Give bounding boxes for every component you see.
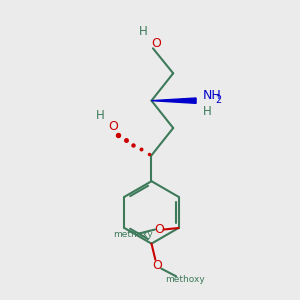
Text: methoxy: methoxy [165,275,205,284]
Text: methoxy: methoxy [113,230,153,239]
Text: H: H [96,109,104,122]
Text: H: H [203,105,212,118]
Text: O: O [109,120,118,133]
Text: 2: 2 [215,95,222,105]
Polygon shape [152,98,196,103]
Text: H: H [139,25,148,38]
Text: O: O [152,259,162,272]
Text: O: O [154,223,164,236]
Text: O: O [152,38,161,50]
Text: NH: NH [202,89,221,102]
